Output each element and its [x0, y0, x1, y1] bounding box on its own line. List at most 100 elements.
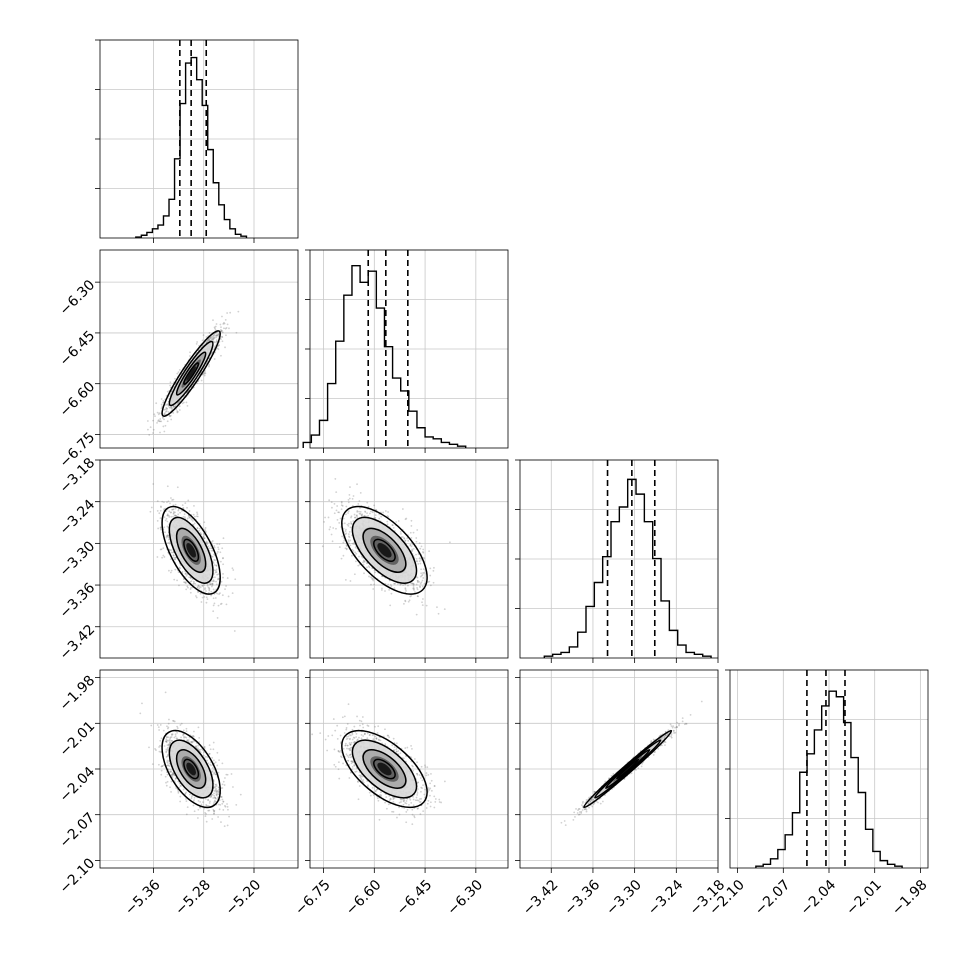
sample-point: [214, 771, 217, 774]
sample-point: [196, 527, 199, 530]
contour-line: [341, 505, 428, 595]
sample-point: [170, 780, 173, 783]
sample-point: [403, 537, 406, 539]
sample-point: [330, 533, 333, 536]
sample-point: [160, 398, 163, 400]
sample-point: [338, 511, 341, 514]
sample-point: [172, 512, 175, 514]
sample-point: [345, 532, 348, 535]
sample-point: [341, 535, 344, 538]
sample-point: [411, 549, 414, 552]
sample-point: [218, 543, 221, 546]
sample-point: [206, 583, 209, 585]
contour-line: [161, 505, 221, 595]
sample-point: [225, 773, 228, 776]
histogram-3: [543, 478, 712, 658]
sample-point: [337, 511, 340, 514]
sample-point: [196, 341, 199, 343]
sample-point: [389, 604, 392, 607]
sample-point: [400, 532, 402, 535]
sample-point: [321, 545, 324, 548]
sample-point: [169, 406, 172, 409]
sample-point: [349, 539, 352, 542]
sample-point: [216, 578, 219, 581]
sample-point: [172, 720, 175, 722]
sample-point: [160, 403, 163, 406]
sample-point: [169, 415, 171, 418]
sample-point: [219, 592, 221, 595]
sample-point: [347, 501, 350, 504]
sample-point: [226, 577, 229, 579]
sample-point: [189, 517, 192, 519]
sample-point: [212, 809, 215, 812]
sample-point: [208, 338, 210, 341]
sample-point: [166, 513, 169, 516]
sample-point: [349, 580, 352, 582]
sample-point: [386, 515, 389, 517]
histogram-4: [755, 690, 903, 868]
sample-point: [420, 581, 423, 584]
sample-point: [210, 336, 213, 338]
sample-point: [370, 577, 373, 579]
sample-point: [182, 401, 185, 404]
sample-point: [212, 336, 215, 339]
sample-point: [213, 580, 215, 583]
sample-point: [166, 514, 169, 517]
sample-point: [354, 516, 357, 519]
sample-point: [159, 418, 162, 420]
sample-point: [164, 411, 167, 413]
sample-point: [220, 330, 222, 332]
sample-point: [203, 751, 205, 753]
sample-point: [202, 532, 205, 535]
sample-point: [169, 511, 172, 514]
sample-point: [404, 588, 407, 591]
sample-point: [180, 509, 183, 512]
sample-point: [152, 419, 154, 422]
sample-point: [164, 775, 167, 778]
sample-point: [196, 817, 199, 819]
sample-point: [220, 330, 223, 332]
sample-point: [162, 729, 165, 732]
sample-point: [165, 756, 168, 758]
sample-point: [214, 761, 217, 764]
sample-point: [344, 533, 347, 536]
sample-point: [220, 602, 223, 605]
sample-point: [215, 569, 217, 572]
sample-point: [412, 587, 415, 590]
sample-point: [327, 516, 330, 519]
sample-point: [167, 500, 170, 503]
sample-point: [351, 497, 354, 500]
sample-point: [335, 509, 338, 512]
sample-point: [366, 562, 368, 565]
sample-point: [372, 588, 375, 590]
sample-point: [197, 808, 200, 811]
sample-point: [225, 585, 227, 587]
sample-point: [182, 515, 185, 518]
sample-point: [220, 326, 222, 329]
sample-point: [213, 559, 216, 561]
sample-point: [364, 511, 367, 513]
sample-point: [169, 558, 172, 561]
sample-point: [344, 578, 347, 581]
sample-point: [166, 407, 168, 410]
sample-point: [374, 571, 377, 574]
sample-point: [178, 405, 181, 408]
sample-point: [323, 521, 325, 523]
sample-point: [331, 540, 334, 543]
sample-point: [366, 512, 368, 514]
sample-point: [217, 348, 220, 351]
sample-point: [422, 548, 425, 551]
sample-point: [239, 793, 242, 796]
sample-point: [184, 502, 187, 505]
sample-point: [190, 586, 192, 589]
x-tick-label: −2.07: [752, 877, 794, 919]
sample-point: [366, 566, 368, 569]
sample-point: [156, 500, 159, 503]
sample-point: [340, 501, 343, 504]
sample-point: [164, 424, 167, 427]
sample-point: [182, 729, 185, 732]
sample-point: [216, 796, 219, 799]
sample-point: [351, 554, 353, 557]
sample-point: [350, 522, 353, 525]
